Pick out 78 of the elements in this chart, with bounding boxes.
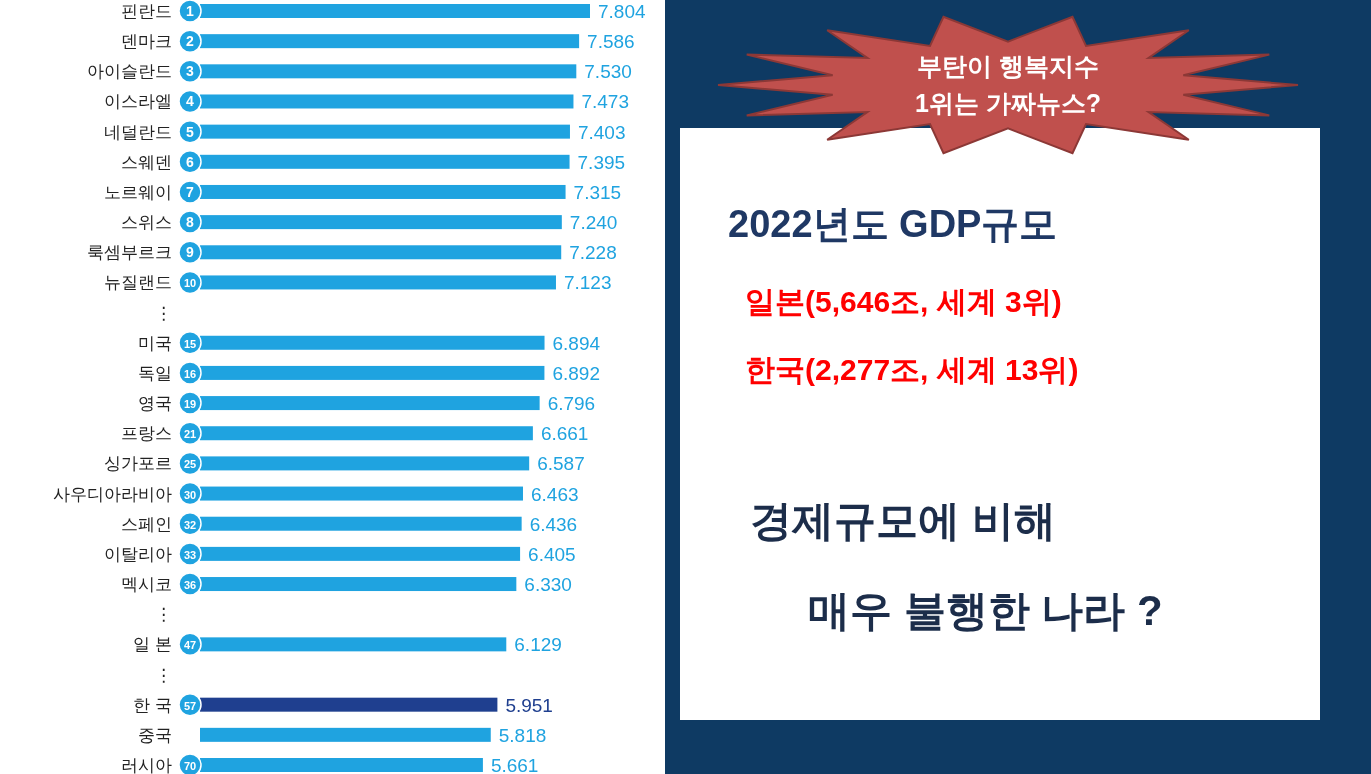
data-label: 6.661 xyxy=(540,423,589,445)
y-tick-label: 아이슬란드 xyxy=(87,62,172,82)
text: 한국(2,277조, 세계 13위) xyxy=(745,353,1079,386)
text: 일본(5,646조, 세계 3위) xyxy=(745,285,1062,318)
y-tick-label: ⋮ xyxy=(155,665,172,685)
data-label: 5.661 xyxy=(490,755,539,774)
annotation: 30 xyxy=(183,488,197,501)
y-tick-label: 사우디아라비아 xyxy=(53,484,172,504)
annotation: 21 xyxy=(183,428,197,441)
data-label: 6.330 xyxy=(524,574,572,596)
data-label: 6.129 xyxy=(514,634,562,656)
y-tick-label: 이탈리아 xyxy=(104,544,172,564)
y-tick-label: 네덜란드 xyxy=(104,122,172,142)
data-label: 7.804 xyxy=(598,1,646,22)
data-label: 7.123 xyxy=(563,272,612,294)
data-label: 5.951 xyxy=(505,694,553,716)
y-tick-label: 중국 xyxy=(138,725,172,745)
y-tick-label: 미국 xyxy=(138,333,172,353)
y-tick-label: 프랑스 xyxy=(121,424,172,444)
annotation: 70 xyxy=(183,760,197,772)
y-tick-label: 노르웨이 xyxy=(104,182,172,202)
data-label: 7.395 xyxy=(577,151,626,173)
annotation: 10 xyxy=(183,277,197,290)
y-tick-label: 러시아 xyxy=(121,756,172,774)
data-label: 7.586 xyxy=(587,31,635,53)
annotation: 8 xyxy=(186,214,195,231)
data-label: 7.228 xyxy=(569,242,617,264)
annotation: 32 xyxy=(183,518,197,531)
annotation: 3 xyxy=(186,63,195,80)
y-tick-label: 영국 xyxy=(138,394,172,414)
y-tick-label: ⋮ xyxy=(155,605,172,625)
text: 부탄이 행복지수 1위는 가짜뉴스? xyxy=(914,52,1102,117)
y-tick-label: 스위스 xyxy=(121,213,172,233)
data-label: 6.796 xyxy=(547,393,596,415)
y-tick-label: 일 본 xyxy=(133,635,172,655)
annotation: 47 xyxy=(183,639,197,652)
y-tick-label: 스페인 xyxy=(121,514,172,534)
data-label: 7.473 xyxy=(581,91,630,113)
annotation: 5 xyxy=(186,123,195,140)
annotation: 6 xyxy=(186,153,195,170)
annotation: 7 xyxy=(186,183,195,200)
annotation: 36 xyxy=(183,579,197,592)
annotation: 16 xyxy=(183,367,197,380)
annotation: 1 xyxy=(186,3,195,19)
annotation: 25 xyxy=(183,458,197,471)
data-label: 7.530 xyxy=(584,61,632,83)
y-tick-label: 스웨덴 xyxy=(121,152,172,172)
data-label: 6.587 xyxy=(537,453,585,475)
y-tick-label: 싱가포르 xyxy=(104,454,172,474)
data-label: 7.315 xyxy=(573,181,622,203)
text: 경제규모에 비해 xyxy=(750,497,1056,544)
data-label: 6.405 xyxy=(528,543,576,565)
data-label: 6.463 xyxy=(530,483,579,505)
y-tick-label: 독일 xyxy=(138,363,172,383)
annotation: 15 xyxy=(183,337,197,350)
annotation: 57 xyxy=(183,699,197,712)
y-tick-label: 덴마크 xyxy=(121,32,172,52)
y-tick-label: 멕시코 xyxy=(121,575,172,595)
text: 매우 불행한 나라 ? xyxy=(808,587,1163,634)
data-label: 5.818 xyxy=(498,724,547,746)
bar xyxy=(200,727,491,742)
data-label: 6.436 xyxy=(529,513,578,535)
data-label: 6.894 xyxy=(552,332,601,354)
y-tick-label: 뉴질랜드 xyxy=(104,273,172,293)
text: 2022년도 GDP규모 xyxy=(728,203,1058,245)
annotation: 4 xyxy=(186,93,195,110)
y-tick-label: 룩셈부르크 xyxy=(87,243,172,263)
y-tick-label: 한 국 xyxy=(133,695,172,715)
annotation: 33 xyxy=(183,548,197,561)
y-tick-label: 이스라엘 xyxy=(104,92,172,112)
annotation: 9 xyxy=(186,244,195,261)
annotation: 2 xyxy=(186,33,195,50)
data-label: 7.240 xyxy=(569,212,618,234)
data-label: 6.892 xyxy=(552,362,600,384)
data-label: 7.403 xyxy=(577,121,626,143)
y-tick-label: ⋮ xyxy=(155,303,172,323)
y-tick-label: 핀란드 xyxy=(121,2,172,21)
annotation: 19 xyxy=(183,398,197,411)
